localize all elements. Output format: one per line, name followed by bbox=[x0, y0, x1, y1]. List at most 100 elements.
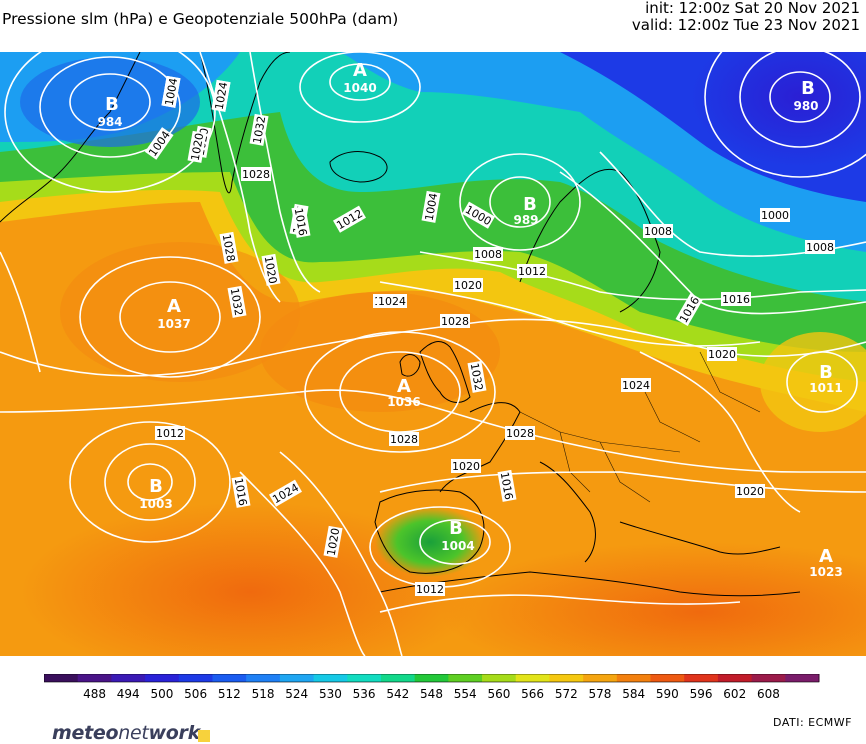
warm-atl-fill bbox=[60, 242, 300, 382]
isobar-label: 1016 bbox=[231, 475, 251, 508]
isobar-label: 1024 bbox=[377, 294, 407, 308]
colorbar-swatches bbox=[44, 674, 820, 683]
colorbar-tick-label: 566 bbox=[521, 687, 544, 701]
colorbar-swatch bbox=[44, 674, 79, 682]
isobar-label: 1000 bbox=[760, 208, 790, 222]
iceland bbox=[329, 151, 388, 183]
colorbar-swatch bbox=[448, 674, 483, 682]
colorbar-tick-label: 524 bbox=[285, 687, 308, 701]
hot-se-fill bbox=[440, 542, 866, 656]
colorbar-tick-label: 506 bbox=[184, 687, 207, 701]
svg-text:1020: 1020 bbox=[708, 348, 736, 361]
colorbar-swatch bbox=[111, 674, 146, 682]
isobar-label: 1008 bbox=[473, 247, 503, 261]
colorbar-swatch bbox=[751, 674, 786, 682]
isobar-label: 1028 bbox=[219, 231, 239, 264]
colorbar-tick-label: 488 bbox=[83, 687, 106, 701]
svg-text:1012: 1012 bbox=[518, 265, 546, 278]
svg-text:1020: 1020 bbox=[262, 255, 280, 285]
svg-text:1036: 1036 bbox=[387, 395, 420, 409]
svg-text:B: B bbox=[819, 362, 833, 383]
isobar bbox=[379, 281, 761, 347]
isobar-label: 1032 bbox=[227, 285, 247, 318]
scandinavia-coast bbox=[519, 168, 661, 313]
svg-text:1028: 1028 bbox=[441, 315, 469, 328]
isobar bbox=[379, 594, 741, 613]
colorbar-swatch bbox=[414, 674, 449, 682]
init-time: init: 12:00z Sat 20 Nov 2021 bbox=[645, 0, 860, 17]
svg-text:B: B bbox=[149, 476, 163, 497]
svg-text:B: B bbox=[105, 94, 119, 115]
svg-text:980: 980 bbox=[793, 99, 818, 113]
colorbar-swatch bbox=[347, 674, 382, 682]
svg-text:1008: 1008 bbox=[644, 225, 672, 238]
iberia-coast bbox=[374, 489, 485, 574]
isobar-label: 1032 bbox=[249, 113, 269, 146]
isobar bbox=[0, 389, 866, 473]
isobar-label: 1028 bbox=[241, 167, 271, 181]
isobar-label: 1020 bbox=[735, 484, 765, 498]
colorbar-swatch bbox=[549, 674, 584, 682]
svg-text:1020: 1020 bbox=[736, 485, 764, 498]
colorbar-tick-label: 584 bbox=[622, 687, 645, 701]
colorbar-swatch bbox=[515, 674, 550, 682]
colorbar: 488 494 500 506 512 518 524 530 536 542 548 554 560 5… bbox=[44, 674, 820, 701]
isobar-label: 1008 bbox=[805, 240, 835, 254]
svg-text:1028: 1028 bbox=[220, 233, 238, 263]
isobar-label: 1004 bbox=[161, 75, 181, 108]
colorbar-swatch bbox=[313, 674, 348, 682]
colorbar-swatch bbox=[583, 674, 618, 682]
isobar-label: 1008 bbox=[643, 224, 673, 238]
isobar bbox=[769, 71, 831, 123]
svg-text:1016: 1016 bbox=[498, 471, 516, 501]
svg-text:1016: 1016 bbox=[292, 207, 310, 237]
isobar bbox=[739, 52, 861, 148]
isobar bbox=[39, 56, 181, 158]
svg-text:1012: 1012 bbox=[416, 583, 444, 596]
isobar bbox=[249, 52, 321, 293]
run-info: init: 12:00z Sat 20 Nov 2021 valid: 12:0… bbox=[632, 0, 860, 34]
greenland-coast bbox=[199, 52, 291, 194]
isobar bbox=[279, 451, 403, 656]
isobar-label: 1032 bbox=[467, 360, 487, 393]
svg-text:1040: 1040 bbox=[343, 81, 376, 95]
svg-text:989: 989 bbox=[513, 213, 538, 227]
isobar bbox=[489, 176, 551, 228]
meteonetwork-logo: meteonetwork bbox=[52, 722, 200, 744]
balkans-coast bbox=[619, 521, 781, 555]
svg-text:1004: 1004 bbox=[163, 77, 181, 107]
svg-text:1011: 1011 bbox=[809, 381, 842, 395]
colorbar-tick-label: 608 bbox=[757, 687, 780, 701]
map-title: Pressione slm (hPa) e Geopotenziale 500h… bbox=[2, 10, 399, 28]
isobar-label: 1012 bbox=[415, 582, 445, 596]
svg-text:1024: 1024 bbox=[378, 295, 406, 308]
isobar bbox=[4, 52, 216, 193]
isobar-label: 1020 bbox=[323, 525, 343, 558]
colorbar-tick-label: 542 bbox=[386, 687, 409, 701]
border-4 bbox=[639, 381, 701, 443]
isobar-label: 1020 bbox=[707, 347, 737, 361]
isobar bbox=[0, 318, 866, 377]
isobar-label: 1020 bbox=[261, 253, 281, 286]
colorbar-swatch bbox=[616, 674, 652, 682]
isobar bbox=[419, 519, 491, 565]
colorbar-swatch bbox=[77, 674, 112, 682]
isobar-label: 1020 bbox=[451, 459, 481, 473]
colorbar-tick-label: 536 bbox=[353, 687, 376, 701]
colorbar-tick-label: 572 bbox=[555, 687, 578, 701]
great-britain bbox=[419, 341, 471, 403]
isobar bbox=[239, 471, 366, 656]
colorbar-tick-label: 602 bbox=[723, 687, 746, 701]
valid-time: valid: 12:00z Tue 23 Nov 2021 bbox=[631, 16, 860, 34]
colorbar-swatch bbox=[246, 674, 281, 682]
svg-text:1008: 1008 bbox=[474, 248, 502, 261]
isobar bbox=[379, 471, 866, 493]
svg-text:1004: 1004 bbox=[423, 192, 441, 222]
